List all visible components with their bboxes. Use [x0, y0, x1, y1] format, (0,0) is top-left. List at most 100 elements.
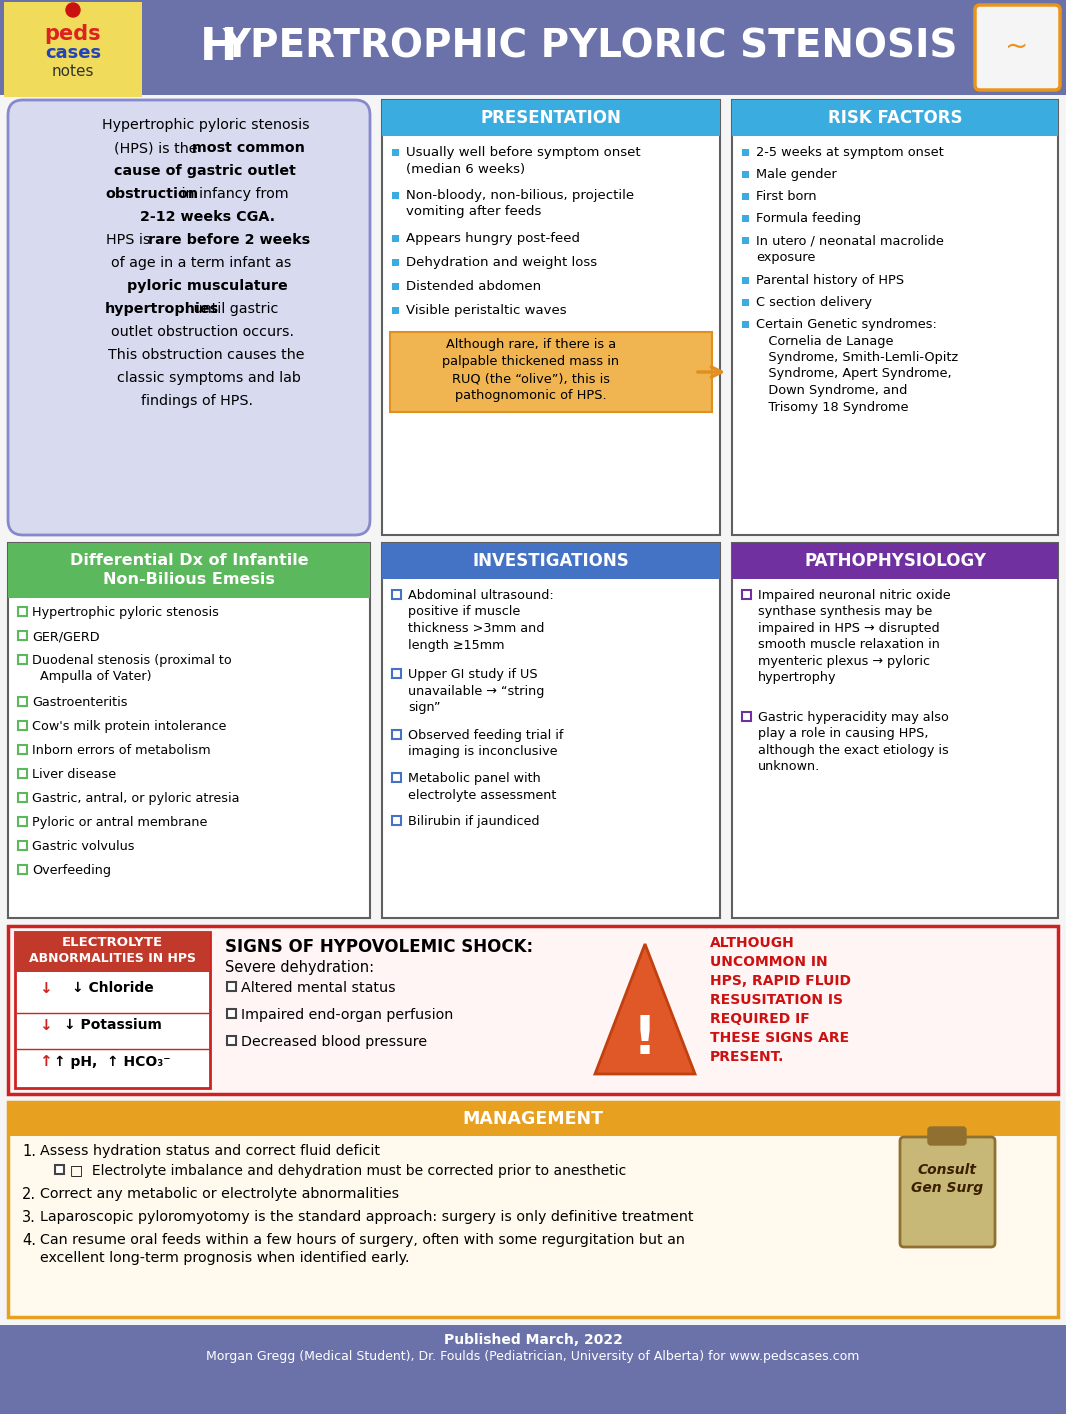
Text: Pyloric or antral membrane: Pyloric or antral membrane: [32, 816, 208, 829]
Text: Impaired end-organ perfusion: Impaired end-organ perfusion: [241, 1008, 453, 1022]
Bar: [742, 171, 749, 178]
Bar: [392, 148, 399, 156]
Text: Hypertrophic pyloric stenosis: Hypertrophic pyloric stenosis: [32, 607, 219, 619]
Text: Non-bloody, non-bilious, projectile
vomiting after feeds: Non-bloody, non-bilious, projectile vomi…: [406, 189, 634, 219]
Text: YPERTROPHIC PYLORIC STENOSIS: YPERTROPHIC PYLORIC STENOSIS: [222, 28, 957, 66]
Bar: [742, 148, 749, 156]
Bar: [9, 926, 1057, 1094]
Bar: [382, 543, 720, 918]
Bar: [15, 932, 210, 971]
Text: SIGNS OF HYPOVOLEMIC SHOCK:: SIGNS OF HYPOVOLEMIC SHOCK:: [225, 937, 533, 956]
Text: Distended abdomen: Distended abdomen: [406, 280, 542, 293]
Text: PATHOPHYSIOLOGY: PATHOPHYSIOLOGY: [804, 551, 986, 570]
Bar: [742, 215, 749, 222]
Text: peds: peds: [45, 24, 101, 44]
Text: H: H: [200, 25, 238, 68]
Text: ↓: ↓: [38, 1018, 51, 1032]
Text: Impaired neuronal nitric oxide
synthase synthesis may be
impaired in HPS → disru: Impaired neuronal nitric oxide synthase …: [758, 590, 951, 684]
Text: notes: notes: [52, 64, 94, 79]
Text: Observed feeding trial if
imaging is inconclusive: Observed feeding trial if imaging is inc…: [408, 730, 563, 758]
Text: !: !: [633, 1012, 657, 1065]
Bar: [9, 543, 370, 918]
Text: This obstruction causes the: This obstruction causes the: [109, 348, 305, 362]
Text: classic symptoms and lab: classic symptoms and lab: [117, 370, 302, 385]
Text: Visible peristaltic waves: Visible peristaltic waves: [406, 304, 567, 317]
Text: Severe dehydration:: Severe dehydration:: [225, 960, 374, 976]
Text: Formula feeding: Formula feeding: [756, 212, 861, 225]
Text: ↓: ↓: [38, 981, 51, 995]
Bar: [392, 283, 399, 290]
Bar: [15, 932, 210, 1087]
Bar: [390, 332, 712, 411]
Bar: [0, 0, 1066, 95]
Text: Overfeeding: Overfeeding: [32, 864, 111, 877]
Text: 2-5 weeks at symptom onset: 2-5 weeks at symptom onset: [756, 146, 943, 158]
Bar: [732, 100, 1057, 136]
Text: First born: First born: [756, 189, 817, 204]
Bar: [742, 713, 752, 721]
Bar: [382, 543, 720, 578]
FancyArrowPatch shape: [698, 368, 722, 378]
Text: Differential Dx of Infantile: Differential Dx of Infantile: [69, 553, 308, 568]
Bar: [975, 6, 1060, 90]
Text: Altered mental status: Altered mental status: [241, 981, 395, 995]
Text: Duodenal stenosis (proximal to
  Ampulla of Vater): Duodenal stenosis (proximal to Ampulla o…: [32, 655, 231, 683]
Text: Morgan Gregg (Medical Student), Dr. Foulds (Pediatrician, University of Alberta): Morgan Gregg (Medical Student), Dr. Foul…: [207, 1350, 859, 1363]
Text: Although rare, if there is a
palpable thickened mass in
RUQ (the “olive”), this : Although rare, if there is a palpable th…: [442, 338, 619, 402]
Text: most common: most common: [192, 141, 305, 156]
Text: Parental history of HPS: Parental history of HPS: [756, 274, 904, 287]
Text: Liver disease: Liver disease: [32, 768, 116, 781]
Text: Male gender: Male gender: [756, 168, 837, 181]
Text: ALTHOUGH
UNCOMMON IN
HPS, RAPID FLUID
RESUSITATION IS
REQUIRED IF
THESE SIGNS AR: ALTHOUGH UNCOMMON IN HPS, RAPID FLUID RE…: [710, 936, 851, 1063]
Text: C section delivery: C section delivery: [756, 296, 872, 310]
Text: Gastric volvulus: Gastric volvulus: [32, 840, 134, 853]
Bar: [18, 745, 27, 754]
Text: rare before 2 weeks: rare before 2 weeks: [148, 233, 310, 247]
Bar: [392, 669, 401, 677]
Text: pyloric musculature: pyloric musculature: [127, 279, 288, 293]
Bar: [9, 543, 370, 598]
Text: until gastric: until gastric: [190, 303, 278, 315]
Text: Bilirubin if jaundiced: Bilirubin if jaundiced: [408, 814, 539, 829]
Text: Metabolic panel with
electrolyte assessment: Metabolic panel with electrolyte assessm…: [408, 772, 556, 802]
Bar: [742, 590, 752, 600]
Bar: [392, 235, 399, 242]
Text: Hypertrophic pyloric stenosis: Hypertrophic pyloric stenosis: [102, 117, 310, 132]
Bar: [742, 321, 749, 328]
Text: Upper GI study if US
unavailable → “string
sign”: Upper GI study if US unavailable → “stri…: [408, 667, 545, 714]
Text: ↑: ↑: [38, 1055, 51, 1069]
Text: Cow's milk protein intolerance: Cow's milk protein intolerance: [32, 720, 226, 732]
Bar: [9, 1102, 1057, 1135]
Text: in infancy from: in infancy from: [177, 187, 289, 201]
Bar: [18, 631, 27, 641]
Bar: [392, 590, 401, 600]
Bar: [742, 238, 749, 245]
Bar: [392, 816, 401, 824]
Text: Laparoscopic pyloromyotomy is the standard approach: surgery is only definitive : Laparoscopic pyloromyotomy is the standa…: [41, 1210, 694, 1225]
Bar: [0, 1325, 1066, 1414]
Text: Abdominal ultrasound:
positive if muscle
thickness >3mm and
length ≥15mm: Abdominal ultrasound: positive if muscle…: [408, 590, 553, 652]
Bar: [18, 817, 27, 826]
Text: Gastric, antral, or pyloric atresia: Gastric, antral, or pyloric atresia: [32, 792, 240, 805]
Bar: [55, 1165, 64, 1174]
Text: Non-Bilious Emesis: Non-Bilious Emesis: [103, 573, 275, 587]
Text: Usually well before symptom onset
(median 6 weeks): Usually well before symptom onset (media…: [406, 146, 641, 175]
Polygon shape: [595, 945, 695, 1075]
Bar: [392, 192, 399, 199]
Bar: [18, 721, 27, 730]
Bar: [382, 100, 720, 534]
Bar: [392, 730, 401, 740]
Bar: [18, 769, 27, 778]
Bar: [732, 543, 1057, 918]
Text: (HPS) is the: (HPS) is the: [114, 141, 203, 156]
Bar: [18, 793, 27, 802]
Bar: [392, 259, 399, 266]
Bar: [742, 192, 749, 199]
Text: 1.: 1.: [22, 1144, 36, 1159]
Text: findings of HPS.: findings of HPS.: [141, 395, 254, 409]
Text: ↑ pH,  ↑ HCO₃⁻: ↑ pH, ↑ HCO₃⁻: [54, 1055, 171, 1069]
Text: Gastric hyperacidity may also
play a role in causing HPS,
although the exact eti: Gastric hyperacidity may also play a rol…: [758, 711, 949, 773]
Text: □  Electrolyte imbalance and dehydration must be corrected prior to anesthetic: □ Electrolyte imbalance and dehydration …: [70, 1164, 626, 1178]
Bar: [392, 773, 401, 782]
Bar: [227, 1036, 236, 1045]
